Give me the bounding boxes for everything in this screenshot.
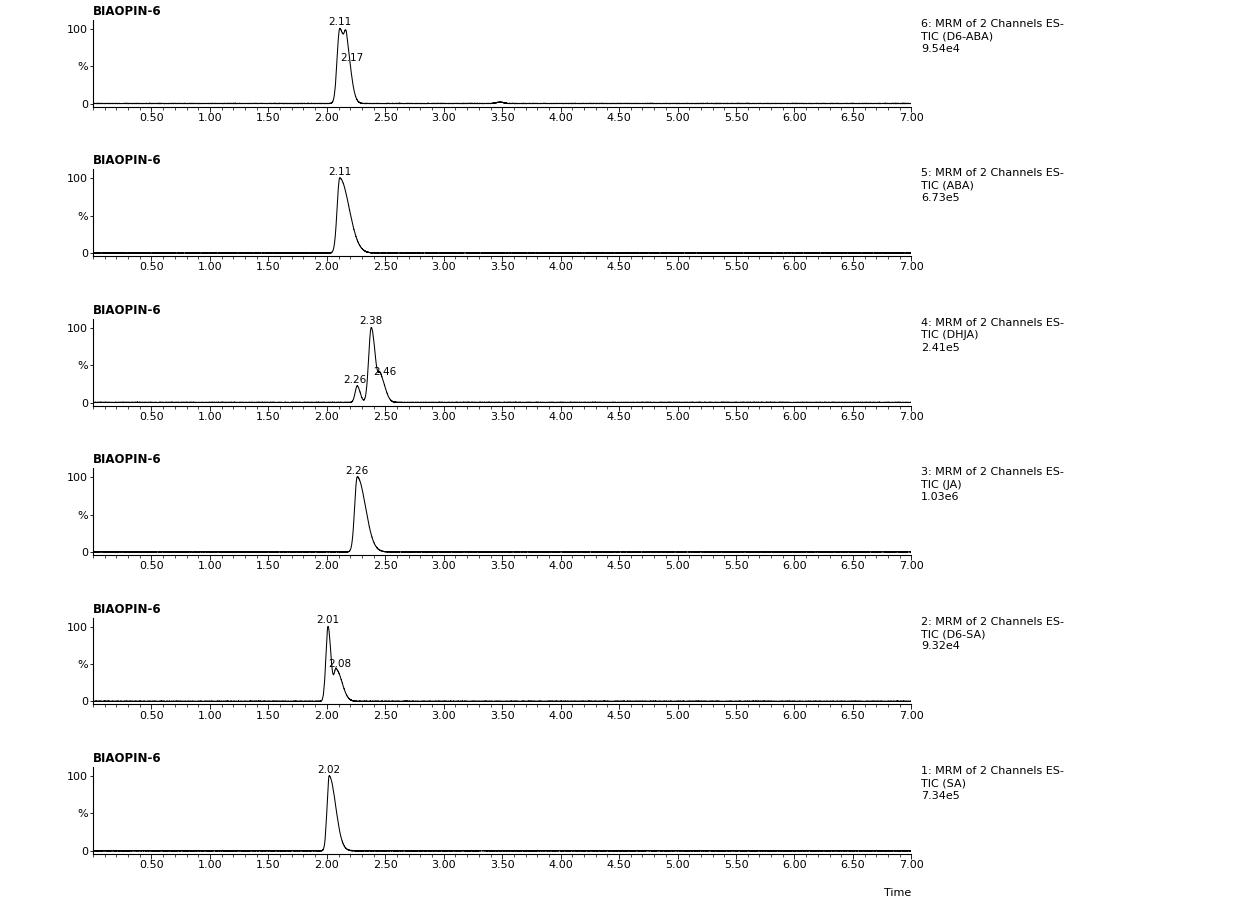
Text: 2.08: 2.08 [329,658,351,668]
Text: 2.38: 2.38 [360,316,383,327]
Text: 2.11: 2.11 [329,17,351,27]
Text: 1: MRM of 2 Channels ES-
TIC (SA)
7.34e5: 1: MRM of 2 Channels ES- TIC (SA) 7.34e5 [921,766,1064,801]
Text: 2: MRM of 2 Channels ES-
TIC (D6-SA)
9.32e4: 2: MRM of 2 Channels ES- TIC (D6-SA) 9.3… [921,617,1064,651]
Text: 2.17: 2.17 [340,53,363,63]
Text: 2.02: 2.02 [317,764,341,774]
Text: BIAOPIN-6: BIAOPIN-6 [93,304,161,317]
Text: 3: MRM of 2 Channels ES-
TIC (JA)
1.03e6: 3: MRM of 2 Channels ES- TIC (JA) 1.03e6 [921,467,1064,502]
Text: BIAOPIN-6: BIAOPIN-6 [93,453,161,466]
Text: 2.26: 2.26 [343,375,367,385]
Text: 6: MRM of 2 Channels ES-
TIC (D6-ABA)
9.54e4: 6: MRM of 2 Channels ES- TIC (D6-ABA) 9.… [921,19,1064,54]
Text: BIAOPIN-6: BIAOPIN-6 [93,5,161,18]
Text: BIAOPIN-6: BIAOPIN-6 [93,603,161,615]
Text: 2.26: 2.26 [346,466,368,475]
Text: BIAOPIN-6: BIAOPIN-6 [93,753,161,765]
Text: 5: MRM of 2 Channels ES-
TIC (ABA)
6.73e5: 5: MRM of 2 Channels ES- TIC (ABA) 6.73e… [921,169,1064,203]
Text: Time: Time [884,888,911,897]
Text: BIAOPIN-6: BIAOPIN-6 [93,154,161,168]
Text: 2.01: 2.01 [316,615,340,625]
Text: 2.46: 2.46 [373,367,397,377]
Text: 2.11: 2.11 [329,167,351,177]
Text: 4: MRM of 2 Channels ES-
TIC (DHJA)
2.41e5: 4: MRM of 2 Channels ES- TIC (DHJA) 2.41… [921,318,1064,353]
